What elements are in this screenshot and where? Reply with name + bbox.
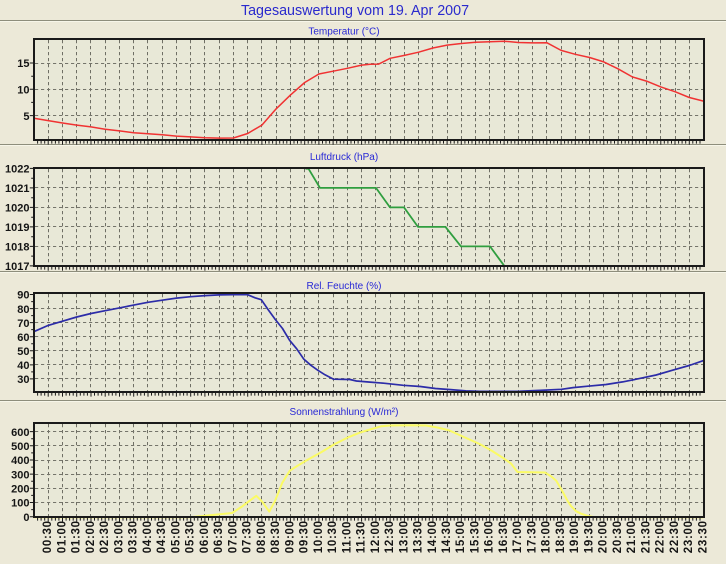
svg-text:20:00: 20:00 (598, 520, 610, 553)
svg-text:300: 300 (11, 469, 29, 481)
svg-text:00:30: 00:30 (42, 520, 54, 553)
svg-text:Rel. Feuchte (%): Rel. Feuchte (%) (306, 281, 381, 292)
svg-text:16:00: 16:00 (484, 520, 496, 553)
svg-text:30: 30 (17, 374, 29, 386)
svg-text:1020: 1020 (5, 203, 29, 215)
svg-text:01:00: 01:00 (56, 520, 68, 553)
svg-text:02:00: 02:00 (85, 520, 97, 553)
svg-text:11:30: 11:30 (356, 521, 368, 553)
svg-text:1021: 1021 (5, 183, 29, 195)
svg-text:15:00: 15:00 (455, 520, 467, 553)
svg-text:22:00: 22:00 (655, 520, 667, 553)
svg-text:10:00: 10:00 (313, 520, 325, 553)
svg-text:1022: 1022 (5, 164, 29, 176)
svg-text:04:30: 04:30 (156, 520, 168, 553)
svg-text:70: 70 (17, 318, 29, 330)
svg-text:1018: 1018 (5, 242, 29, 254)
svg-text:15:30: 15:30 (470, 520, 482, 553)
svg-text:08:00: 08:00 (256, 520, 268, 553)
svg-text:500: 500 (11, 441, 29, 453)
svg-text:Sonnenstrahlung (W/m²): Sonnenstrahlung (W/m²) (290, 407, 399, 418)
svg-text:12:30: 12:30 (384, 520, 396, 553)
svg-text:21:30: 21:30 (640, 520, 652, 553)
svg-text:19:00: 19:00 (569, 520, 581, 553)
svg-text:09:00: 09:00 (284, 520, 296, 553)
svg-text:04:00: 04:00 (142, 520, 154, 553)
svg-text:06:00: 06:00 (199, 520, 211, 553)
svg-text:0: 0 (23, 512, 29, 524)
svg-text:19:30: 19:30 (584, 520, 596, 553)
svg-text:18:30: 18:30 (555, 520, 567, 553)
svg-text:12:00: 12:00 (370, 520, 382, 553)
svg-text:03:00: 03:00 (113, 520, 125, 553)
svg-text:21:00: 21:00 (626, 520, 638, 553)
svg-text:14:30: 14:30 (441, 520, 453, 553)
svg-text:13:00: 13:00 (398, 520, 410, 553)
svg-text:17:30: 17:30 (527, 520, 539, 553)
svg-text:07:00: 07:00 (227, 520, 239, 553)
svg-text:200: 200 (11, 484, 29, 496)
svg-text:13:30: 13:30 (413, 520, 425, 553)
svg-text:16:30: 16:30 (498, 520, 510, 553)
svg-text:Tagesauswertung vom 19. Apr 20: Tagesauswertung vom 19. Apr 2007 (241, 3, 469, 19)
svg-text:Luftdruck (hPa): Luftdruck (hPa) (310, 152, 378, 163)
svg-text:05:30: 05:30 (185, 520, 197, 553)
svg-text:Temperatur (°C): Temperatur (°C) (308, 26, 379, 37)
svg-text:400: 400 (11, 455, 29, 467)
svg-text:20:30: 20:30 (612, 520, 624, 553)
svg-text:23:30: 23:30 (697, 520, 709, 553)
svg-text:06:30: 06:30 (213, 520, 225, 553)
svg-text:07:30: 07:30 (242, 520, 254, 553)
svg-text:10:30: 10:30 (327, 520, 339, 553)
svg-text:23:00: 23:00 (683, 520, 695, 553)
svg-text:17:00: 17:00 (512, 520, 524, 553)
svg-text:80: 80 (17, 304, 29, 316)
svg-text:14:00: 14:00 (427, 520, 439, 553)
svg-text:60: 60 (17, 332, 29, 344)
svg-text:01:30: 01:30 (71, 520, 83, 553)
svg-text:40: 40 (17, 360, 29, 372)
svg-text:15: 15 (17, 58, 29, 70)
svg-text:09:30: 09:30 (299, 520, 311, 553)
svg-text:11:00: 11:00 (341, 521, 353, 553)
svg-text:05:00: 05:00 (170, 520, 182, 553)
svg-text:50: 50 (17, 346, 29, 358)
svg-text:18:00: 18:00 (541, 520, 553, 553)
svg-text:1019: 1019 (5, 222, 29, 234)
svg-text:22:30: 22:30 (669, 520, 681, 553)
svg-text:03:30: 03:30 (128, 520, 140, 553)
svg-text:90: 90 (17, 290, 29, 302)
svg-text:600: 600 (11, 427, 29, 439)
svg-text:10: 10 (17, 85, 29, 97)
svg-text:1017: 1017 (5, 261, 29, 273)
svg-text:100: 100 (11, 498, 29, 510)
svg-text:5: 5 (23, 111, 29, 123)
svg-text:02:30: 02:30 (99, 520, 111, 553)
svg-text:08:30: 08:30 (270, 520, 282, 553)
